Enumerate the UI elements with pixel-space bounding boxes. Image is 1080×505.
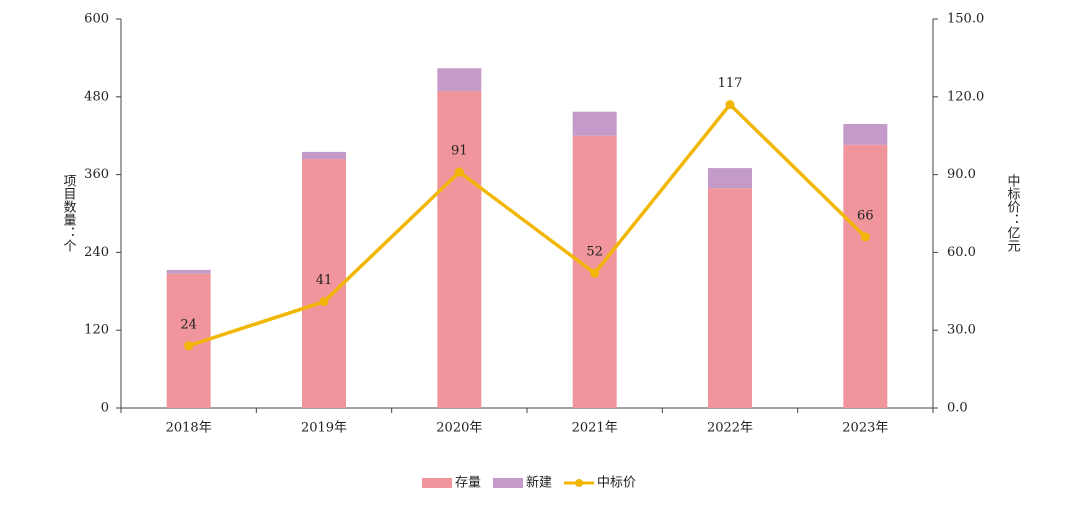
y-tick-label: 120 — [84, 323, 109, 338]
y-tick-label: 0 — [101, 401, 109, 416]
legend-swatch — [493, 478, 524, 488]
y-tick-label: 600 — [84, 12, 109, 27]
legend-label: 存量 — [455, 476, 481, 491]
x-tick-label: 2020年 — [436, 421, 482, 436]
bar-segment — [166, 269, 211, 274]
legend-swatch — [575, 479, 584, 487]
line-point — [454, 167, 464, 177]
bar-segment — [302, 159, 346, 408]
line-point — [184, 341, 194, 351]
data-label: 41 — [316, 273, 333, 288]
y2-axis-label: 中标价：亿元 — [1005, 174, 1021, 253]
legend-label: 中标价 — [597, 476, 636, 491]
x-tick-label: 2021年 — [572, 421, 618, 436]
bar-segment — [708, 168, 752, 189]
data-label: 24 — [180, 317, 197, 332]
x-tick-label: 2022年 — [707, 421, 753, 436]
bar-segment — [572, 111, 617, 136]
data-label: 91 — [451, 144, 468, 159]
y2-tick-label: 30.0 — [947, 323, 976, 338]
data-label: 66 — [857, 208, 874, 223]
y2-tick-label: 150.0 — [947, 12, 984, 27]
x-tick-label: 2023年 — [842, 421, 888, 436]
line-point — [860, 232, 870, 242]
bar-segment — [302, 151, 346, 160]
y2-tick-label: 0.0 — [947, 401, 968, 416]
y2-tick-label: 60.0 — [947, 245, 976, 260]
legend-swatch — [422, 478, 452, 488]
line-point — [319, 297, 329, 307]
legend-label: 新建 — [526, 475, 552, 491]
x-tick-label: 2018年 — [166, 421, 212, 436]
bar-segment — [843, 144, 888, 408]
bar-segment — [437, 68, 482, 91]
y-tick-label: 240 — [84, 245, 109, 260]
y2-tick-label: 90.0 — [947, 167, 976, 182]
y-tick-label: 360 — [84, 167, 109, 182]
y2-tick-label: 120.0 — [947, 89, 984, 104]
y-axis-label: 项目数量：个 — [61, 174, 77, 252]
bar-segment — [437, 90, 482, 408]
line — [188, 101, 867, 348]
bar-segment — [843, 124, 888, 145]
line-point — [725, 100, 735, 110]
bar-segment — [708, 188, 752, 408]
data-label: 52 — [586, 245, 603, 260]
y-tick-label: 480 — [84, 89, 109, 104]
x-tick-label: 2019年 — [301, 421, 347, 436]
line-point — [590, 268, 600, 278]
data-label: 117 — [718, 76, 743, 91]
